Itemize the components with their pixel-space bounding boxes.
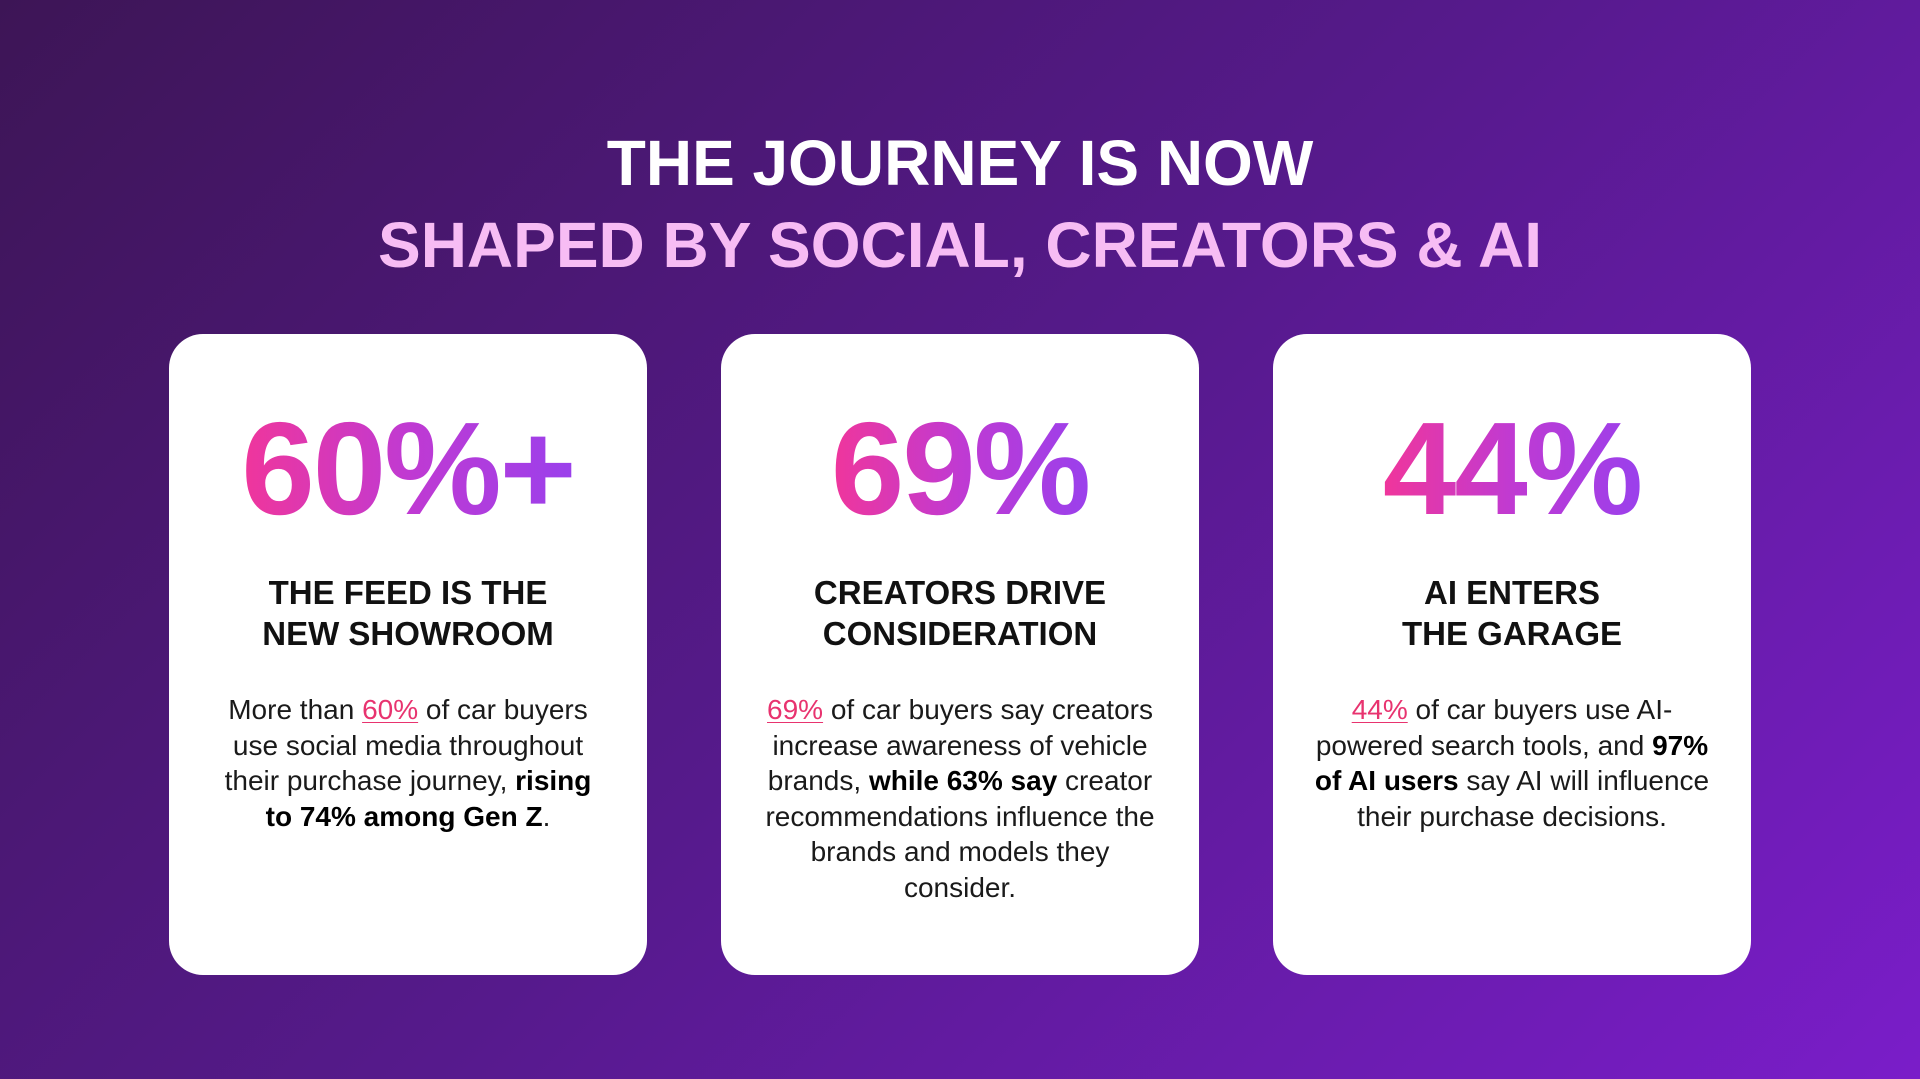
- text: More than: [228, 694, 363, 725]
- emphasis: 97% of AI users: [1314, 729, 1709, 797]
- emphasis: while 63% say: [868, 765, 1058, 796]
- text: say AI will influence their purchase dec…: [1357, 765, 1710, 832]
- text: of car buyers use social media throughou…: [224, 694, 588, 796]
- title: THE JOURNEY IS NOW SHAPED BY SOCIAL, CRE…: [0, 122, 1920, 286]
- highlight: 69%: [767, 694, 824, 725]
- text: of car buyers use AI-powered search tool…: [1315, 694, 1673, 761]
- card: 44% AI ENTERS THE GARAGE 44% of car buye…: [1273, 334, 1751, 975]
- heading-line: NEW SHOWROOM: [262, 615, 554, 652]
- text: creator recommendations influence the br…: [765, 765, 1155, 903]
- text: of car buyers say creators increase awar…: [767, 694, 1153, 796]
- card-body: More than 60% of car buyers use social m…: [208, 692, 608, 834]
- stat: 69%: [830, 395, 1091, 542]
- heading-line: AI ENTERS: [1423, 574, 1601, 611]
- highlight: 44%: [1351, 694, 1408, 725]
- stat: 60%+: [241, 395, 576, 542]
- emphasis: rising to 74% among Gen Z: [265, 765, 592, 832]
- highlight: 60%: [362, 694, 419, 725]
- card: 69% CREATORS DRIVE CONSIDERATION 69% of …: [721, 334, 1199, 975]
- card-heading: CREATORS DRIVE CONSIDERATION: [721, 572, 1199, 654]
- heading-line: CREATORS DRIVE: [813, 574, 1107, 611]
- card: 60%+ THE FEED IS THE NEW SHOWROOM More t…: [169, 334, 647, 975]
- heading-line: CONSIDERATION: [822, 615, 1098, 652]
- stat: 44%: [1382, 395, 1643, 542]
- card-body: 44% of car buyers use AI-powered search …: [1312, 692, 1712, 834]
- heading-line: THE FEED IS THE: [268, 574, 548, 611]
- text: .: [542, 800, 551, 832]
- card-heading: THE FEED IS THE NEW SHOWROOM: [169, 572, 647, 654]
- card-heading: AI ENTERS THE GARAGE: [1273, 572, 1751, 654]
- heading-line: THE GARAGE: [1401, 615, 1622, 652]
- title-line: SHAPED BY SOCIAL, CREATORS & AI: [378, 209, 1542, 281]
- title-line: THE JOURNEY IS NOW: [606, 127, 1314, 199]
- card-body: 69% of car buyers say creators increase …: [760, 692, 1160, 905]
